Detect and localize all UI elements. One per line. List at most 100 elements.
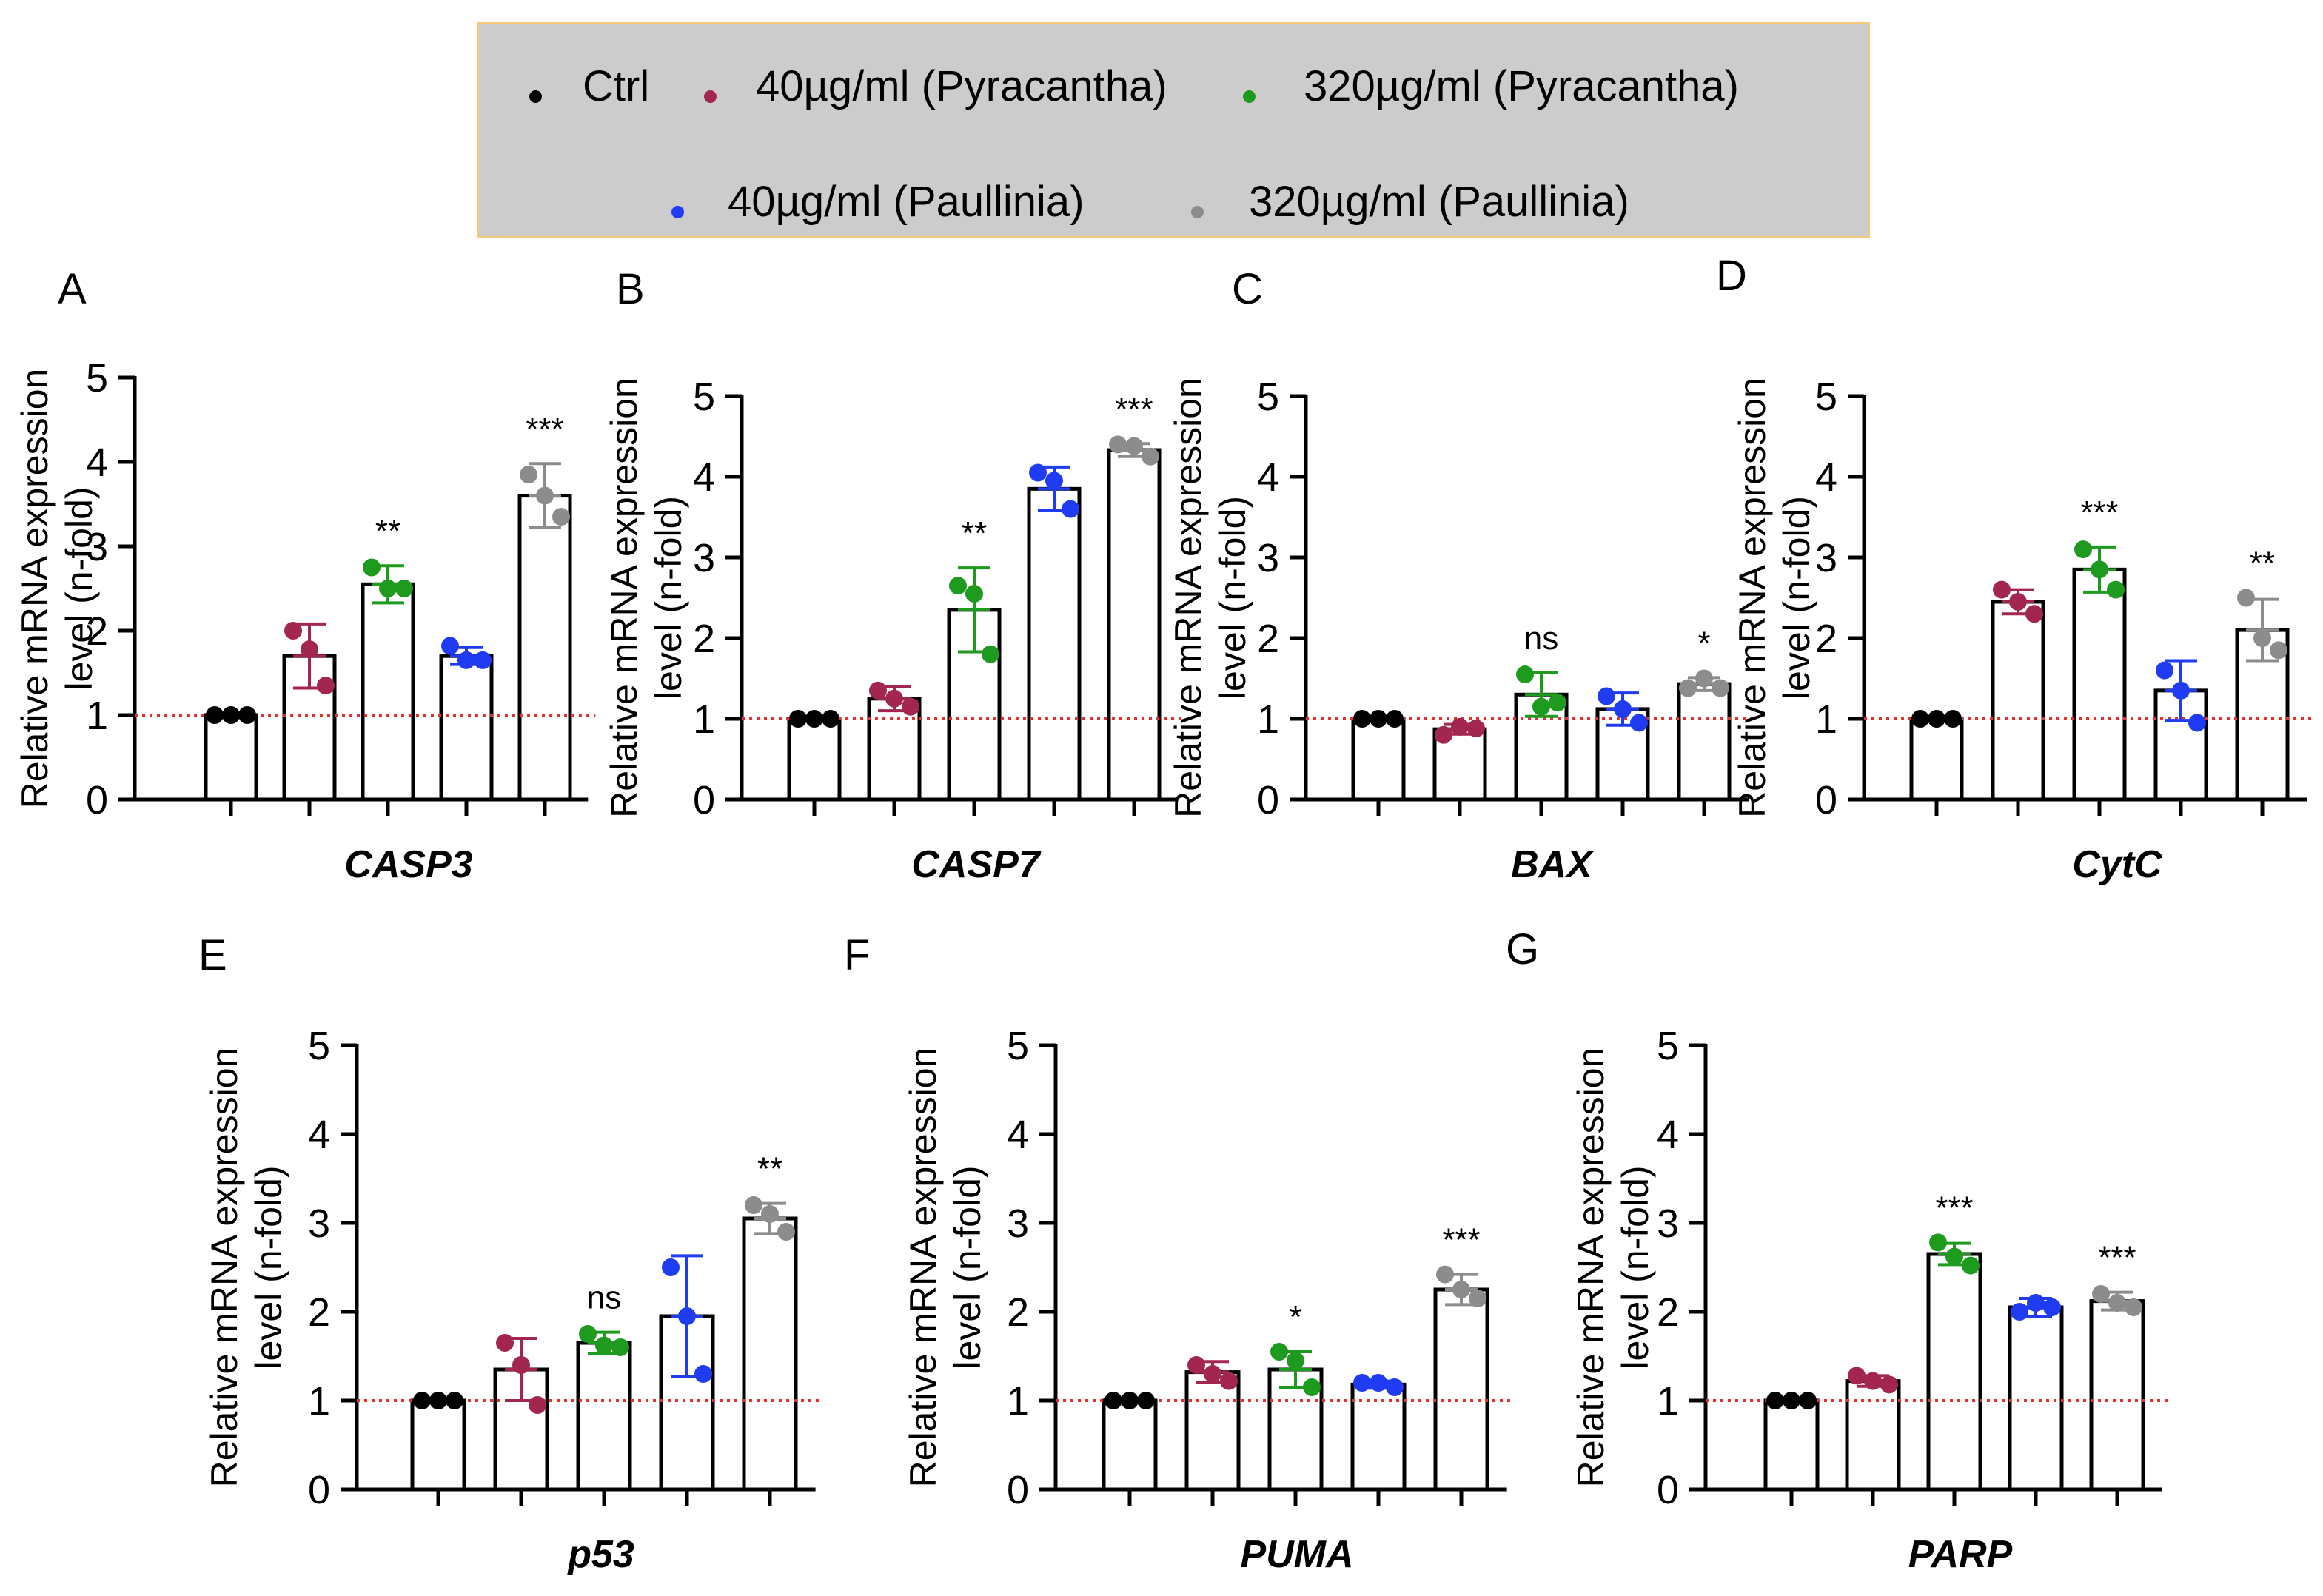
data-point (1370, 1374, 1387, 1392)
bar (1909, 717, 1964, 802)
data-point (1204, 1365, 1221, 1383)
y-tick-label: 0 (1815, 778, 1837, 822)
y-tick-label: 3 (1657, 1201, 1679, 1246)
data-point (1630, 714, 1648, 732)
data-point (2253, 629, 2271, 647)
y-axis-label: Relative mRNA expressionlevel (n-fold) (1167, 378, 1253, 818)
data-point (902, 697, 919, 716)
y-axis-label-line: level (n-fold) (1615, 1165, 1656, 1369)
data-point (1142, 447, 1159, 466)
data-point (395, 580, 413, 597)
data-point (2172, 681, 2190, 700)
y-tick-label: 4 (1815, 455, 1837, 500)
data-point (2156, 661, 2173, 680)
y-axis-label: Relative mRNA expressionlevel (n-fold) (603, 378, 689, 818)
y-tick-label: 2 (1657, 1290, 1679, 1335)
data-point (777, 1223, 795, 1241)
significance-label: ns (1524, 620, 1558, 657)
y-tick-label: 5 (308, 1024, 330, 1068)
significance-label: ns (587, 1280, 621, 1316)
data-point (662, 1258, 680, 1276)
data-point (552, 508, 570, 526)
y-tick-label: 3 (86, 525, 108, 569)
data-point (2011, 1303, 2028, 1321)
data-point (2092, 1285, 2110, 1303)
data-point (1187, 1356, 1205, 1374)
legend-label: 40µg/ml (Paullinia) (728, 178, 1085, 226)
data-point (595, 1336, 613, 1355)
bar (2072, 567, 2127, 802)
data-point (2027, 1294, 2045, 1312)
y-axis-label-line: Relative mRNA expression (603, 378, 645, 818)
data-point (1436, 1265, 1454, 1284)
data-point (1945, 1247, 1963, 1266)
data-point (284, 622, 302, 640)
data-point (1614, 700, 1632, 718)
y-axis-label-line: Relative mRNA expression (1732, 378, 1773, 818)
data-point (1121, 1392, 1139, 1409)
bar (576, 1341, 632, 1492)
data-point (1062, 500, 1079, 518)
y-axis-label: Relative mRNA expressionlevel (n-fold) (14, 369, 100, 809)
legend-marker (671, 206, 684, 218)
data-point (2025, 605, 2043, 623)
significance-label: ** (757, 1151, 782, 1187)
data-point (413, 1392, 431, 1409)
bar (2008, 1305, 2064, 1492)
data-point (1911, 710, 1929, 728)
y-tick-label: 2 (86, 609, 108, 654)
y-tick-label: 1 (1815, 697, 1837, 742)
bar (1926, 1252, 1982, 1492)
data-point (1353, 1374, 1371, 1392)
panel-letter: A (58, 265, 87, 313)
data-point (536, 486, 554, 505)
bar (517, 494, 572, 802)
data-point (1679, 679, 1697, 697)
data-point (1104, 1392, 1122, 1409)
y-axis-label-line: Relative mRNA expression (902, 1047, 944, 1488)
y-tick-label: 4 (86, 440, 108, 485)
data-point (805, 710, 823, 728)
legend-box: Ctrl 40µg/ml (Pyracantha) 320µg/ml (Pyraca… (477, 22, 1870, 238)
data-point (2043, 1298, 2061, 1316)
panel-letter: G (1506, 925, 1539, 973)
data-point (949, 577, 967, 595)
legend-marker (1191, 206, 1204, 218)
panel-letter: B (616, 265, 645, 313)
significance-label: * (1697, 625, 1710, 661)
y-axis-label-line: Relative mRNA expression (1570, 1047, 1612, 1488)
data-point (1962, 1256, 1980, 1275)
y-axis-label: Relative mRNA expressionlevel (n-fold) (1732, 378, 1817, 818)
data-point (982, 645, 999, 663)
bar (1433, 1287, 1489, 1492)
significance-label: * (1289, 1299, 1301, 1335)
y-axis-label: Relative mRNA expressionlevel (n-fold) (204, 1047, 289, 1488)
data-point (1386, 710, 1404, 728)
y-tick-label: 5 (693, 375, 715, 419)
y-tick-label: 2 (1007, 1290, 1029, 1335)
y-tick-label: 4 (1257, 455, 1279, 500)
y-tick-label: 5 (1007, 1024, 1029, 1068)
significance-label: *** (1935, 1190, 1973, 1226)
data-point (446, 1392, 463, 1409)
bar (2089, 1299, 2145, 1492)
y-tick-label: 4 (1657, 1113, 1679, 1157)
data-point (1532, 697, 1550, 716)
y-tick-label: 3 (1257, 536, 1279, 580)
data-point (429, 1392, 447, 1409)
chart-panel-F: F 0 1 2 3 4 5 Relative mRNA expressionlevel (n-… (844, 931, 1515, 1576)
y-axis-label-line: Relative mRNA expression (14, 369, 56, 809)
data-point (1137, 1392, 1155, 1409)
legend-label: 320µg/ml (Pyracantha) (1304, 62, 1739, 110)
data-point (1109, 435, 1127, 454)
x-axis-label: BAX (1511, 843, 1595, 886)
data-point (1783, 1392, 1800, 1409)
y-tick-label: 3 (1815, 536, 1837, 580)
bar (1432, 727, 1487, 802)
data-point (238, 706, 256, 724)
data-point (869, 681, 887, 700)
data-point (1598, 687, 1615, 705)
bar (1107, 448, 1162, 802)
